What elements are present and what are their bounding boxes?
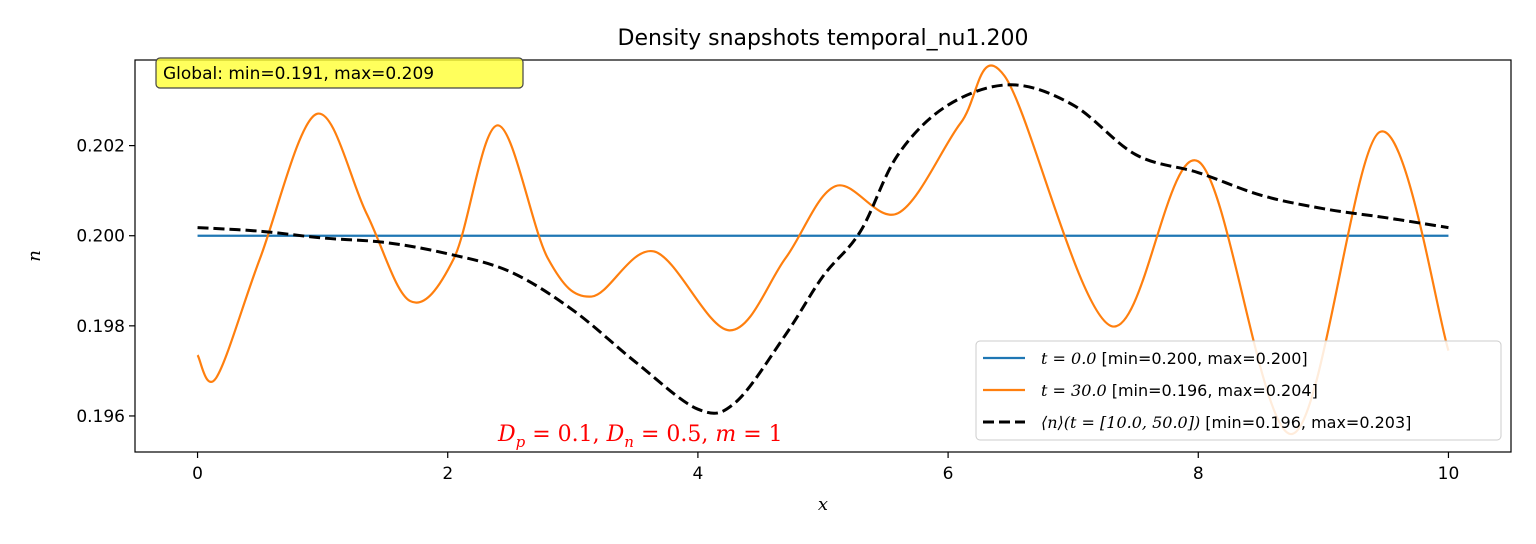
x-tick-label: 6 bbox=[943, 464, 954, 484]
y-axis-label: n bbox=[24, 250, 45, 262]
legend-box bbox=[975, 340, 1502, 441]
y-tick-label: 0.196 bbox=[76, 407, 125, 427]
x-tick-label: 0 bbox=[192, 464, 203, 484]
legend-label: t = 0.0 [min=0.200, max=0.200] bbox=[1041, 349, 1308, 368]
global-annotation: Global: min=0.191, max=0.209 bbox=[155, 57, 524, 89]
legend-entry-t0: t = 0.0 [min=0.200, max=0.200] bbox=[983, 349, 1308, 368]
y-axis: 0.196 0.198 0.200 0.202 bbox=[76, 137, 135, 427]
chart-title: Density snapshots temporal_nu1.200 bbox=[618, 26, 1029, 51]
y-tick-label: 0.198 bbox=[76, 317, 125, 337]
params-text: Dp = 0.1, Dn = 0.5, m = 1 bbox=[497, 422, 783, 451]
x-tick-label: 10 bbox=[1438, 464, 1460, 484]
plot-area bbox=[134, 59, 1512, 453]
series-mean-line bbox=[197, 83, 1449, 415]
x-tick-label: 8 bbox=[1193, 464, 1204, 484]
y-tick-label: 0.200 bbox=[76, 227, 125, 247]
params-annotation: Dp = 0.1, Dn = 0.5, m = 1 bbox=[497, 422, 783, 451]
global-annotation-box bbox=[155, 57, 524, 89]
legend-label: ⟨n⟩(t = [10.0, 50.0]) [min=0.196, max=0.… bbox=[1041, 413, 1411, 432]
series-t30-line bbox=[196, 64, 1450, 436]
global-annotation-text: Global: min=0.191, max=0.209 bbox=[163, 64, 434, 84]
series-layer bbox=[196, 64, 1450, 436]
x-tick-label: 2 bbox=[442, 464, 453, 484]
legend-entry-mean: ⟨n⟩(t = [10.0, 50.0]) [min=0.196, max=0.… bbox=[983, 413, 1411, 432]
x-tick-label: 4 bbox=[692, 464, 703, 484]
legend-label: t = 30.0 [min=0.196, max=0.204] bbox=[1041, 381, 1318, 400]
x-axis-label: x bbox=[818, 494, 828, 515]
x-axis: 0 2 4 6 8 10 bbox=[192, 452, 1459, 484]
legend: t = 0.0 [min=0.200, max=0.200] t = 30.0 [… bbox=[975, 340, 1502, 441]
legend-entry-t30: t = 30.0 [min=0.196, max=0.204] bbox=[983, 381, 1318, 400]
y-tick-label: 0.202 bbox=[76, 137, 125, 157]
